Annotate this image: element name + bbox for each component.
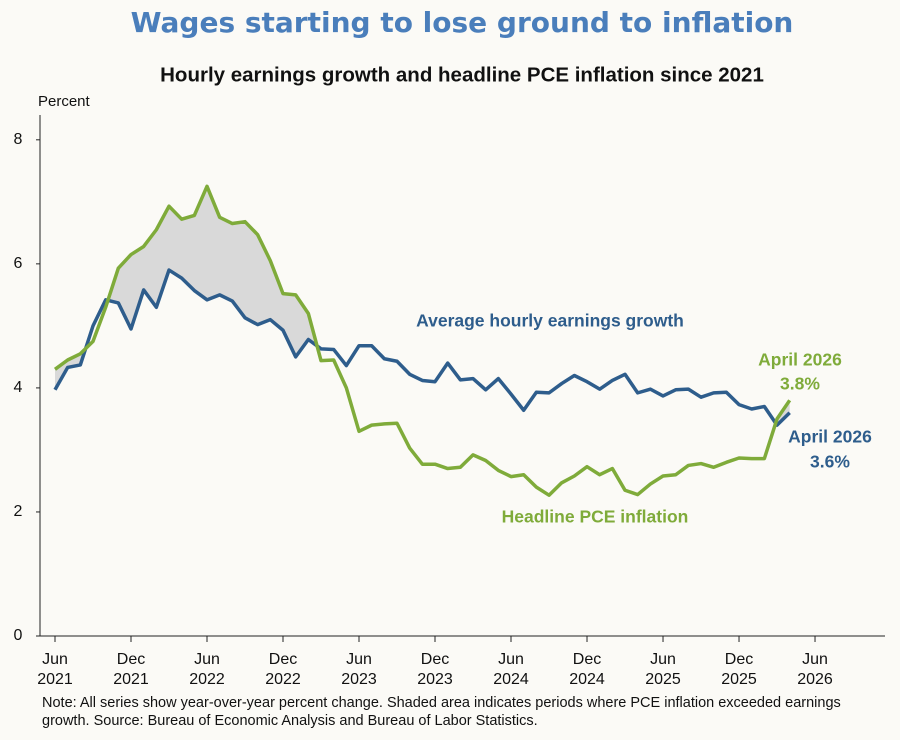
y-axis-label: Percent <box>38 93 91 110</box>
y-tick-label: 2 <box>14 503 23 520</box>
data-label: 3.6% <box>810 452 850 472</box>
x-tick-label: 2021 <box>113 671 149 688</box>
chart: Wages starting to lose ground to inflati… <box>14 6 885 688</box>
x-tick-label: Jun <box>42 651 68 668</box>
line <box>53 268 791 427</box>
annotation: April 2026 <box>758 350 842 370</box>
chart-title: Wages starting to lose ground to inflati… <box>131 6 794 39</box>
line <box>53 184 792 497</box>
x-tick-label: 2025 <box>645 671 681 688</box>
note: Note: All series show year-over-year per… <box>42 695 841 729</box>
x-tick-label: 2023 <box>341 671 377 688</box>
y-tick-label: 0 <box>14 627 23 644</box>
x-tick-label: Jun <box>346 651 372 668</box>
x-tick-label: Dec <box>269 651 297 668</box>
x-tick-label: 2023 <box>417 671 453 688</box>
x-tick-label: 2022 <box>265 671 301 688</box>
x-tick-label: 2025 <box>721 671 757 688</box>
x-tick-label: 2022 <box>189 671 225 688</box>
x-tick-label: Jun <box>650 651 676 668</box>
x-tick-label: Dec <box>725 651 753 668</box>
x-tick-label: Jun <box>498 651 524 668</box>
x-tick-label: Dec <box>421 651 449 668</box>
chart-subtitle: Hourly earnings growth and headline PCE … <box>160 63 764 86</box>
y-tick-label: 4 <box>14 379 23 396</box>
series-label: Average hourly earnings growth <box>416 311 684 331</box>
x-tick-label: Jun <box>802 651 828 668</box>
y-tick-label: 8 <box>14 131 23 148</box>
x-tick-label: 2024 <box>569 671 605 688</box>
x-tick-label: Dec <box>117 651 145 668</box>
series-label: Headline PCE inflation <box>502 507 689 527</box>
x-tick-label: 2024 <box>493 671 529 688</box>
x-tick-label: Dec <box>573 651 601 668</box>
x-tick-label: 2026 <box>797 671 833 688</box>
x-tick-label: Jun <box>194 651 220 668</box>
x-tick-label: 2021 <box>37 671 73 688</box>
y-tick-label: 6 <box>14 255 23 272</box>
data-label: 3.8% <box>780 374 820 394</box>
shaded-area <box>55 186 790 426</box>
annotation: April 2026 <box>788 427 872 447</box>
